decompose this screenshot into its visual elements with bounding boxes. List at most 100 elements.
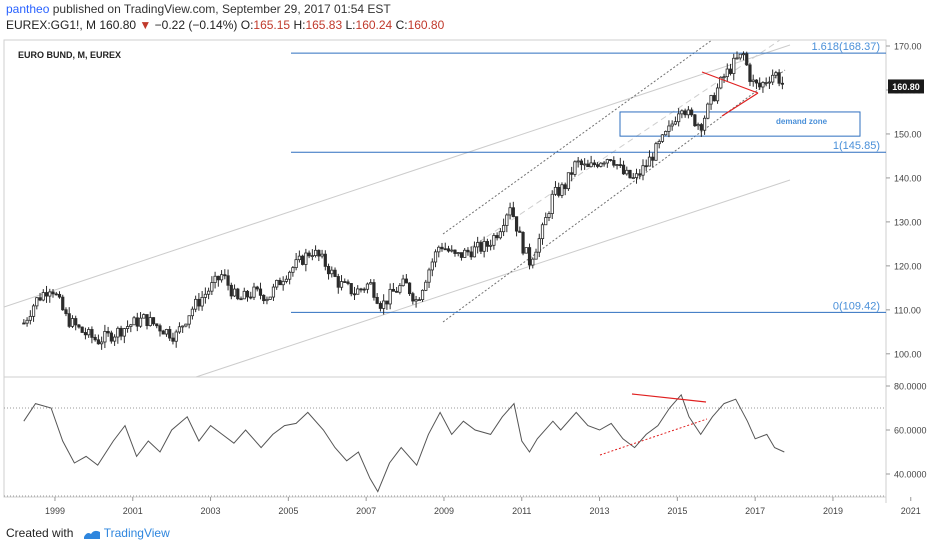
steep-channel-lower-line	[442, 69, 786, 323]
candle-body	[275, 279, 279, 288]
candle-body	[339, 281, 344, 288]
candle-body	[41, 292, 45, 301]
time-tick-label: 2001	[123, 506, 143, 516]
candle-body	[612, 160, 616, 166]
high-label: H:	[293, 18, 306, 32]
candle-body	[294, 259, 298, 269]
candle-body	[424, 281, 428, 291]
candle-body	[693, 114, 697, 127]
candle-body	[638, 173, 642, 176]
candle-body	[476, 242, 480, 248]
open-label: O:	[240, 18, 254, 32]
candle-body	[38, 297, 42, 301]
candle-body	[138, 317, 143, 327]
candle-body	[634, 173, 639, 178]
candle-body	[291, 267, 295, 273]
candle-body	[498, 231, 502, 239]
candle-body	[505, 214, 509, 226]
candle-body	[135, 317, 139, 327]
candle-body	[732, 57, 736, 74]
candle-body	[443, 248, 447, 251]
candle-body	[677, 113, 681, 123]
candle-body	[378, 303, 383, 309]
candle-body	[148, 317, 152, 327]
candle-body	[343, 281, 347, 283]
candle-body	[748, 64, 752, 82]
candle-body	[372, 282, 376, 298]
candle-body	[417, 299, 421, 302]
candle-body	[404, 278, 408, 284]
tradingview-brand-link[interactable]: TradingView	[103, 526, 170, 540]
candle-body	[51, 291, 55, 295]
candle-body	[356, 288, 360, 295]
candle-body	[171, 337, 175, 342]
candle-body	[430, 261, 434, 271]
author-link[interactable]: pantheo	[6, 2, 50, 16]
candle-body	[200, 296, 204, 307]
candle-body	[265, 298, 269, 302]
candle-body	[777, 72, 781, 84]
created-with-label: Created with	[6, 526, 74, 540]
candle-body	[177, 326, 182, 333]
candle-body	[579, 160, 584, 166]
triangle-upper-line	[701, 71, 759, 94]
candle-body	[80, 326, 84, 333]
rsi-tick-label: 40.0000	[894, 470, 927, 480]
candle-body	[93, 336, 97, 341]
candle-body	[320, 253, 324, 257]
time-tick-label: 2017	[745, 506, 765, 516]
candle-body	[521, 232, 525, 254]
candle-body	[459, 252, 464, 258]
candle-body	[654, 143, 658, 161]
candle-body	[553, 186, 558, 195]
candle-body	[210, 282, 214, 292]
candle-body	[151, 317, 156, 325]
candle-body	[77, 324, 81, 328]
time-tick-label: 1999	[45, 506, 65, 516]
time-tick-label: 2009	[434, 506, 454, 516]
candle-body	[440, 246, 444, 250]
candle-body	[359, 288, 363, 291]
candle-body	[25, 319, 29, 324]
candle-body	[181, 325, 185, 328]
candle-body	[482, 241, 486, 252]
rsi-panel[interactable]	[3, 376, 887, 498]
candle-body	[466, 249, 470, 253]
candle-body	[365, 283, 370, 290]
candle-body	[667, 125, 671, 132]
candle-body	[116, 327, 120, 338]
candle-body	[411, 293, 415, 302]
candle-body	[22, 322, 26, 325]
fib-level-label: 1(145.85)	[833, 140, 880, 152]
candle-body	[197, 298, 201, 307]
candle-body	[119, 327, 123, 337]
candle-body	[485, 241, 489, 247]
candle-body	[395, 290, 399, 293]
candle-body	[550, 193, 554, 214]
candle-body	[255, 286, 259, 290]
candle-body	[326, 265, 331, 275]
candle-body	[738, 53, 742, 59]
candle-body	[557, 186, 561, 196]
candle-body	[262, 294, 266, 302]
time-tick-label: 2005	[278, 506, 298, 516]
candle-body	[113, 336, 117, 342]
candle-body	[232, 288, 237, 297]
candle-body	[745, 53, 749, 66]
candle-body	[278, 279, 282, 286]
time-tick-label: 2015	[667, 506, 687, 516]
candle-body	[87, 329, 91, 336]
candle-body	[155, 323, 159, 327]
candle-body	[531, 258, 535, 266]
candle-body	[644, 165, 648, 168]
publish-info: pantheo published on TradingView.com, Se…	[6, 2, 391, 16]
demand-zone-label: demand zone	[776, 117, 828, 126]
candle-body	[70, 318, 75, 327]
candle-body	[563, 184, 567, 190]
candle-body	[651, 156, 655, 161]
candle-body	[690, 109, 694, 116]
candle-body	[385, 300, 389, 305]
time-tick-label: 2013	[590, 506, 610, 516]
candle-body	[375, 296, 379, 304]
